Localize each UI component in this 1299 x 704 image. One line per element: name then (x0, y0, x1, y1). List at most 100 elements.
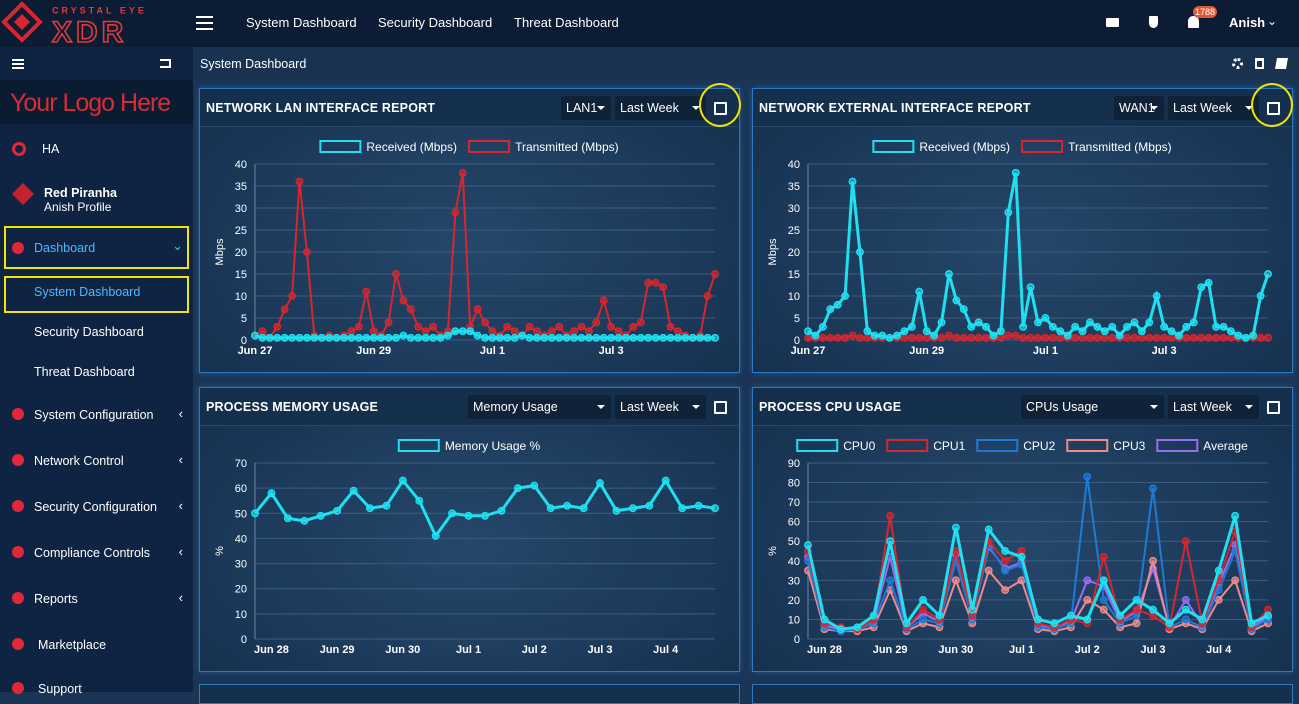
data-point (607, 333, 616, 342)
dropdown[interactable]: Last Week (615, 96, 706, 120)
data-point (659, 283, 668, 292)
dropdown[interactable]: WAN1 (1114, 96, 1164, 120)
data-point (258, 327, 267, 336)
data-point (392, 270, 400, 278)
legend-label[interactable]: Average (1203, 439, 1248, 453)
external-link-icon[interactable] (1267, 401, 1280, 414)
y-tick-label: 0 (794, 634, 800, 646)
y-tick-label: 30 (788, 575, 800, 587)
data-point (1011, 168, 1020, 177)
data-point (1001, 547, 1010, 555)
data-point (448, 509, 457, 518)
legend-label[interactable]: Transmitted (Mbps) (515, 140, 619, 154)
data-point (644, 278, 653, 287)
legend-label[interactable]: CPU2 (1023, 439, 1055, 453)
data-point (974, 318, 983, 327)
bell-icon[interactable] (1188, 16, 1199, 28)
menu-label[interactable]: Dashboard (34, 241, 96, 255)
data-point (855, 248, 864, 256)
data-point (1048, 322, 1057, 331)
legend-swatch (796, 439, 839, 452)
data-point (513, 484, 522, 493)
data-point (592, 333, 601, 342)
dropdown[interactable]: CPUs Usage (1021, 395, 1164, 419)
menu-label[interactable]: System Dashboard (34, 285, 141, 299)
menu-label[interactable]: System Configuration (34, 408, 154, 422)
mail-icon[interactable] (1106, 18, 1119, 27)
logout-icon[interactable] (160, 59, 171, 68)
legend-label[interactable]: CPU1 (933, 439, 965, 453)
y-tick-label: 0 (794, 335, 800, 347)
data-point (1100, 327, 1109, 336)
data-point (870, 331, 879, 340)
legend-label[interactable]: Received (Mbps) (919, 140, 1010, 154)
data-point (820, 615, 829, 624)
legend-label[interactable]: Received (Mbps) (366, 140, 457, 154)
data-point (1093, 322, 1102, 331)
dropdown[interactable]: Last Week (1168, 96, 1259, 120)
y-tick-label: 40 (235, 159, 247, 171)
data-point (1175, 331, 1183, 340)
menu-label[interactable]: HA (42, 142, 60, 156)
legend-label[interactable]: Transmitted (Mbps) (1068, 140, 1172, 154)
data-point (310, 333, 319, 342)
shield-icon[interactable] (1149, 16, 1158, 28)
data-point (907, 322, 916, 331)
menu-label[interactable]: Compliance Controls (34, 546, 151, 560)
data-point (384, 333, 393, 342)
sidebar-toggle[interactable] (12, 59, 24, 61)
data-point (673, 327, 682, 336)
data-point (841, 333, 850, 342)
x-tick-label: Jul 3 (587, 644, 612, 656)
data-point (703, 333, 712, 342)
x-tick-label: Jul 4 (653, 644, 679, 656)
data-point (919, 615, 927, 624)
nav-tab[interactable]: Threat Dashboard (514, 15, 619, 30)
legend-label[interactable]: CPU3 (1113, 439, 1145, 453)
menu-label[interactable]: Marketplace (38, 638, 107, 652)
user-caret[interactable]: ⌄ (1267, 14, 1278, 28)
data-point (919, 605, 927, 614)
nav-tab[interactable]: System Dashboard (246, 15, 357, 30)
legend-swatch (1156, 439, 1199, 452)
dropdown[interactable]: Memory Usage (468, 395, 611, 419)
menu-label[interactable]: Security Dashboard (34, 325, 144, 339)
external-link-icon[interactable] (714, 401, 727, 414)
delete-icon[interactable] (1255, 58, 1264, 69)
settings-icon[interactable] (1232, 58, 1243, 69)
user-name[interactable]: Anish (1229, 15, 1266, 30)
book-icon[interactable] (1275, 58, 1288, 69)
data-point (1017, 576, 1026, 585)
menu-toggle[interactable] (196, 16, 213, 18)
data-point (900, 327, 909, 336)
menu-label[interactable]: Support (38, 682, 82, 696)
x-tick-label: Jun 30 (385, 644, 420, 656)
dropdown[interactable]: Last Week (615, 395, 706, 419)
data-point (826, 305, 835, 314)
nav-tab[interactable]: Security Dashboard (378, 15, 493, 30)
dropdown[interactable]: LAN1 (561, 96, 611, 120)
data-point (711, 270, 719, 278)
data-point (959, 305, 968, 314)
legend-label[interactable]: Memory Usage % (445, 439, 541, 453)
x-tick-label: Jul 2 (1075, 644, 1100, 656)
data-point (945, 270, 953, 278)
data-point (1130, 318, 1139, 327)
y-axis-label: % (214, 546, 226, 556)
data-point (1071, 322, 1080, 331)
data-point (431, 531, 440, 540)
dropdown[interactable]: Last Week (1168, 395, 1259, 419)
data-point (1241, 333, 1250, 342)
data-point (443, 331, 452, 340)
data-point (1083, 615, 1092, 624)
menu-label[interactable]: Threat Dashboard (34, 365, 135, 379)
menu-label[interactable]: Network Control (34, 454, 124, 468)
menu-label[interactable]: Security Configuration (34, 500, 157, 514)
legend-label[interactable]: CPU0 (843, 439, 875, 453)
menu-label[interactable]: Reports (34, 592, 78, 606)
x-tick-label: Jun 28 (807, 644, 842, 656)
data-point (1034, 318, 1042, 327)
data-point (661, 476, 670, 485)
data-point (1165, 619, 1174, 628)
